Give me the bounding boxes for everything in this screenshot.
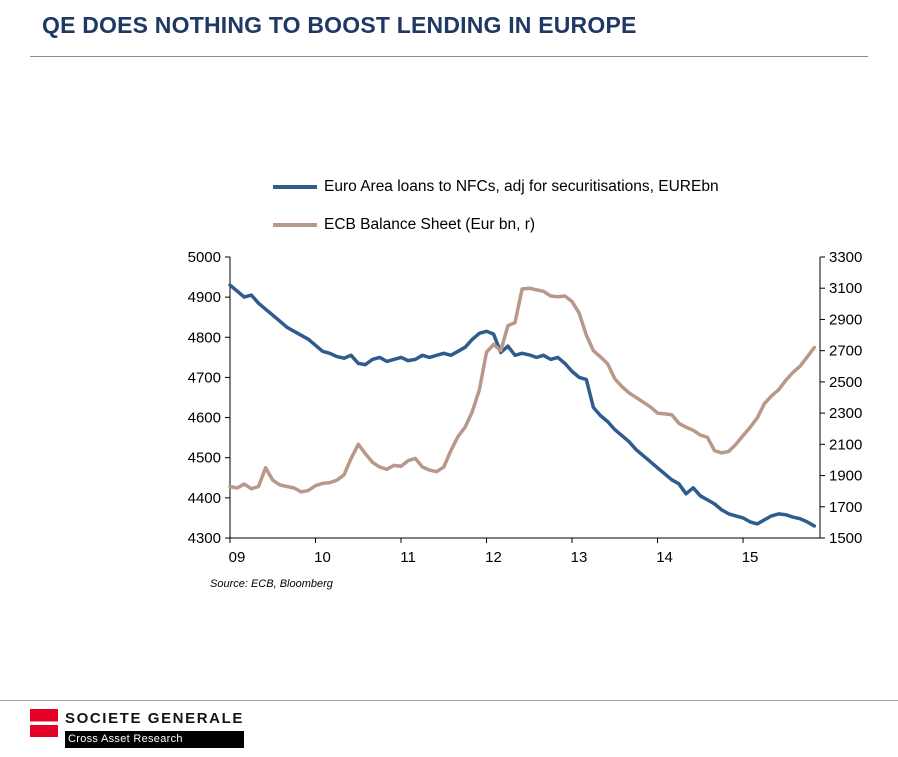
x-axis: 09 10 11 12 13 14 15 [229, 538, 759, 566]
loans-line-swatch [273, 185, 317, 189]
svg-text:4900: 4900 [188, 289, 221, 306]
societe-generale-logo [30, 709, 58, 737]
svg-text:3100: 3100 [829, 280, 862, 297]
svg-text:4700: 4700 [188, 369, 221, 386]
svg-text:3300: 3300 [829, 249, 862, 266]
legend-item-loans: Euro Area loans to NFCs, adj for securit… [273, 178, 719, 196]
svg-text:10: 10 [314, 549, 331, 566]
svg-text:1900: 1900 [829, 468, 862, 485]
svg-text:4800: 4800 [188, 329, 221, 346]
footer-divider [0, 700, 898, 701]
svg-text:4500: 4500 [188, 450, 221, 467]
svg-text:11: 11 [400, 549, 416, 566]
svg-text:4400: 4400 [188, 490, 221, 507]
loans-legend-label: Euro Area loans to NFCs, adj for securit… [324, 178, 719, 195]
svg-text:2300: 2300 [829, 405, 862, 422]
svg-text:2900: 2900 [829, 311, 862, 328]
ecb-legend-label: ECB Balance Sheet (Eur bn, r) [324, 216, 536, 233]
right-axis: 1500 1700 1900 2100 2300 2500 2700 2900 3100 3300 [820, 249, 862, 547]
brand-division: Cross Asset Research [65, 731, 244, 748]
page-title: QE DOES NOTHING TO BOOST LENDING IN EURO… [42, 12, 637, 38]
svg-text:15: 15 [742, 549, 759, 566]
chart-svg: 4300 4400 4500 4600 4700 4800 4900 5000 1500 1700… [188, 249, 863, 566]
title-divider [30, 56, 868, 57]
brand-name: SOCIETE GENERALE [65, 710, 244, 727]
svg-text:12: 12 [485, 549, 502, 566]
footer: SOCIETE GENERALE Cross Asset Research [30, 709, 244, 748]
svg-text:4600: 4600 [188, 410, 221, 427]
brand-block: SOCIETE GENERALE Cross Asset Research [65, 709, 244, 748]
series-line-0 [228, 283, 817, 528]
series-line-1 [228, 286, 817, 494]
svg-text:4300: 4300 [188, 530, 221, 547]
svg-text:2100: 2100 [829, 436, 862, 453]
svg-text:13: 13 [571, 549, 588, 566]
svg-text:2700: 2700 [829, 343, 862, 360]
svg-text:14: 14 [656, 549, 673, 566]
svg-text:1700: 1700 [829, 499, 862, 516]
legend-item-ecb: ECB Balance Sheet (Eur bn, r) [273, 216, 535, 234]
svg-text:5000: 5000 [188, 249, 221, 266]
ecb-line-swatch [273, 223, 317, 227]
axis-frame [229, 257, 821, 539]
left-axis: 4300 4400 4500 4600 4700 4800 4900 5000 [188, 249, 230, 547]
svg-text:09: 09 [229, 549, 246, 566]
svg-text:2500: 2500 [829, 374, 862, 391]
source-note: Source: ECB, Bloomberg [210, 578, 333, 590]
svg-text:1500: 1500 [829, 530, 862, 547]
